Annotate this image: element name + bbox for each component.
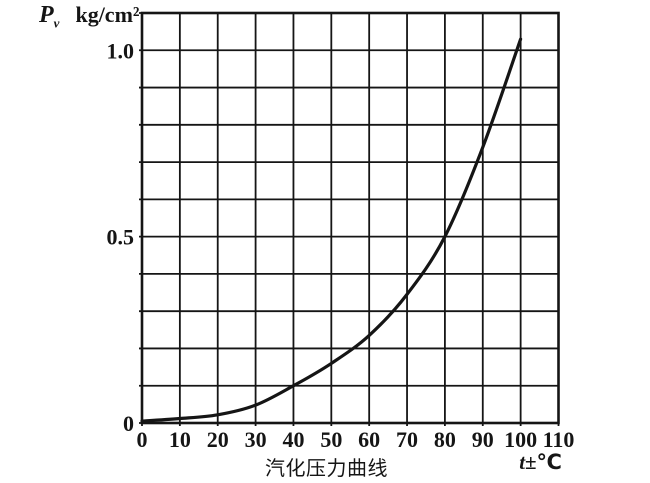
x-axis-title: t±℃ — [519, 450, 562, 475]
x-tick-label: 90 — [472, 427, 494, 452]
pressure-unit-label: kg/cm² — [75, 2, 140, 27]
x-tick-label: 100 — [504, 427, 537, 452]
pressure-symbol-subscript: v — [53, 15, 60, 31]
x-tick-label: 30 — [245, 427, 267, 452]
temperature-unit-suffix: ±℃ — [525, 450, 562, 474]
vapor-pressure-curve — [140, 37, 523, 423]
x-tick-label: 50 — [320, 427, 342, 452]
pressure-symbol-letter: P — [39, 2, 54, 28]
pressure-symbol: Pv — [39, 2, 59, 29]
x-tick-label: 110 — [543, 427, 575, 452]
x-tick-label: 60 — [358, 427, 380, 452]
x-tick-label: 40 — [282, 427, 304, 452]
chart-title: 汽化压力曲线 — [265, 458, 388, 480]
x-tick-label: 0 — [137, 427, 148, 452]
y-tick-label: 0.5 — [107, 225, 135, 250]
x-tick-label: 20 — [207, 427, 229, 452]
y-axis-title: Pv kg/cm² — [39, 2, 140, 29]
x-tick-label: 70 — [396, 427, 418, 452]
y-tick-label: 0 — [123, 411, 134, 436]
y-tick-label: 1.0 — [107, 38, 135, 63]
plot-border — [140, 11, 560, 425]
temperature-symbol: t — [519, 450, 526, 474]
x-tick-label: 10 — [169, 427, 191, 452]
x-tick-label: 80 — [434, 427, 456, 452]
